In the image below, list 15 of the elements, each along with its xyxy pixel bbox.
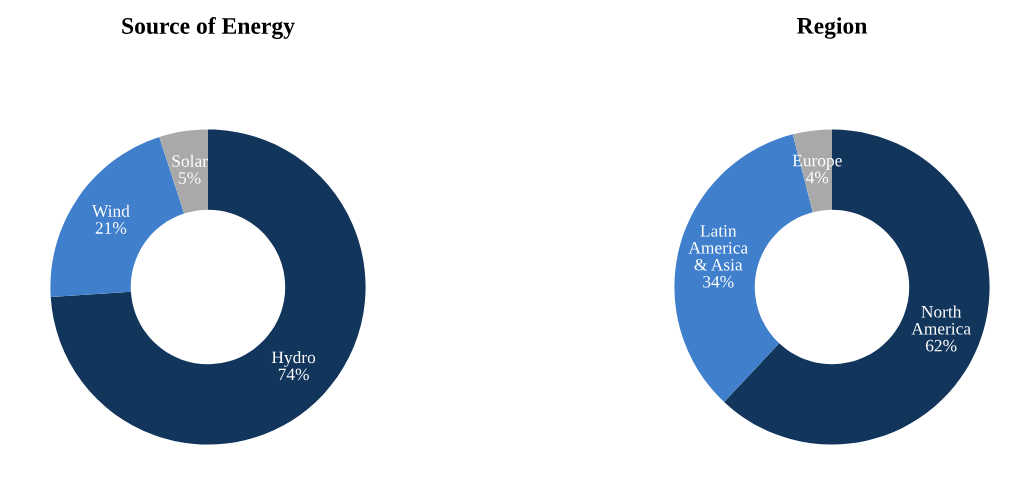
chart-title: Region [796,17,868,39]
slice-label: North America [911,305,971,335]
data-label: 5% [179,172,201,184]
donut-slice [50,129,366,445]
slice-label: Hydro [271,351,316,367]
data-label: 62% [926,339,957,352]
data-label: 74% [278,368,309,381]
slice-label: Wind [91,204,130,217]
donut-slice [159,129,208,214]
data-label: 34% [703,275,734,288]
data-label: 4% [806,171,829,184]
data-label: 21% [95,222,127,234]
slice-label: Latin America & Asia [688,225,748,271]
chart-title: Source of Energy [122,17,295,39]
slice-label: Solar [172,154,208,167]
